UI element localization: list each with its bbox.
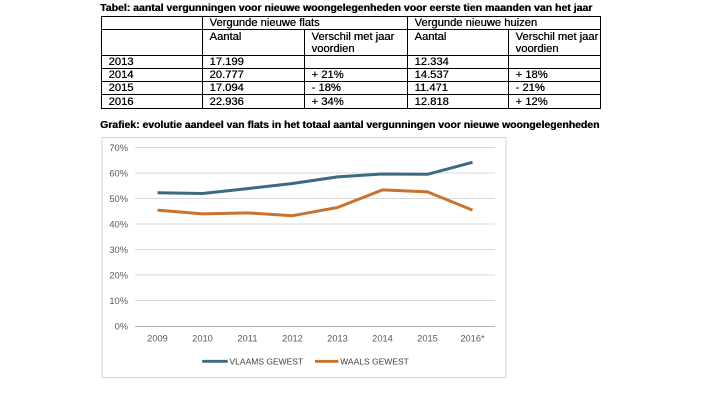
svg-text:2015: 2015 <box>417 334 438 344</box>
svg-text:30%: 30% <box>109 245 128 255</box>
svg-text:2013: 2013 <box>327 334 348 344</box>
svg-text:20%: 20% <box>109 271 128 281</box>
svg-text:0%: 0% <box>115 322 128 332</box>
svg-text:2012: 2012 <box>282 334 303 344</box>
svg-text:50%: 50% <box>109 194 128 204</box>
svg-text:60%: 60% <box>109 169 128 179</box>
svg-text:2009: 2009 <box>147 334 168 344</box>
svg-text:2010: 2010 <box>192 334 213 344</box>
svg-text:2016*: 2016* <box>460 334 485 344</box>
svg-text:WAALS GEWEST: WAALS GEWEST <box>340 356 409 366</box>
svg-text:40%: 40% <box>109 220 128 230</box>
svg-text:VLAAMS GEWEST: VLAAMS GEWEST <box>230 356 304 366</box>
svg-text:70%: 70% <box>109 143 128 153</box>
svg-text:2014: 2014 <box>372 334 393 344</box>
svg-text:2011: 2011 <box>238 334 258 344</box>
svg-text:10%: 10% <box>109 296 128 306</box>
